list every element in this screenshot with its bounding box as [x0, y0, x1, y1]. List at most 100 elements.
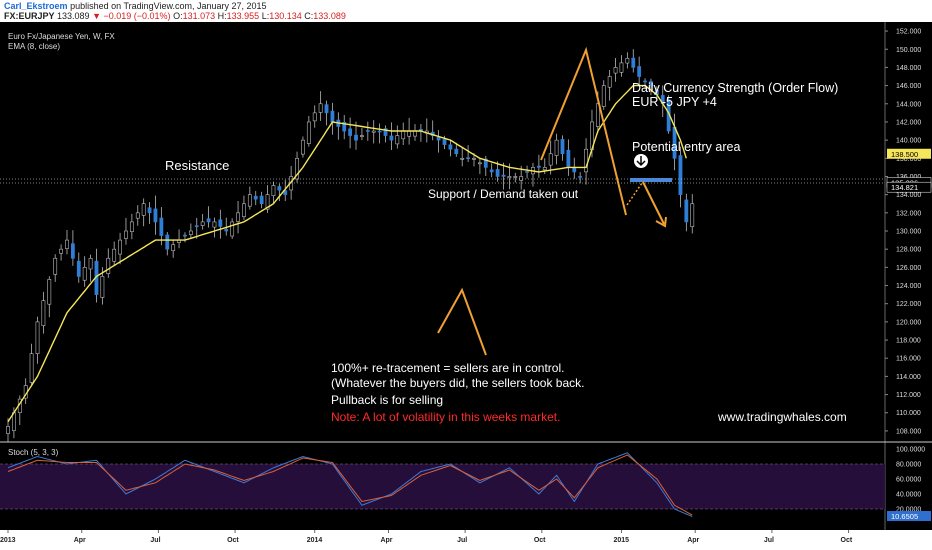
candle-body — [277, 186, 282, 191]
candle-body — [159, 217, 164, 236]
candle-body — [684, 199, 689, 223]
candle-body — [595, 103, 600, 127]
ema-legend: EMA (8, close) — [8, 42, 60, 51]
candle-body — [584, 148, 588, 173]
stoch-tick-label: 100.0000 — [896, 447, 925, 454]
author-link[interactable]: Carl_Ekstroem — [4, 1, 68, 11]
candle-body — [188, 230, 193, 235]
time-tick-label: Oct — [841, 537, 853, 544]
candle-body — [318, 103, 323, 113]
candle-body — [312, 112, 317, 122]
price-tick-label: 110.000 — [896, 410, 921, 417]
candle-body — [649, 81, 653, 86]
candle-body — [183, 234, 187, 237]
projection-dotted — [626, 182, 643, 206]
candle-body — [301, 139, 305, 155]
stoch-tick-label: 40.0000 — [896, 492, 921, 499]
candle-body — [206, 218, 211, 223]
price-label-box — [886, 181, 932, 193]
close-value: 133.089 — [313, 11, 346, 21]
candle-body — [560, 139, 565, 155]
symbol: FX:EURJPY — [4, 11, 55, 21]
candle-body — [330, 110, 335, 123]
candle-body — [542, 167, 547, 171]
candle-body — [88, 257, 93, 270]
candle-body — [230, 221, 235, 237]
candle-body — [472, 158, 476, 160]
projection-arrow — [642, 181, 665, 225]
author-line: Carl_Ekstroem published on TradingView.c… — [4, 1, 267, 11]
low-value: 130.134 — [269, 11, 302, 21]
candle-body — [106, 257, 111, 274]
price-tick-label: 114.000 — [896, 374, 921, 381]
candle-body — [35, 321, 40, 354]
candle-body — [259, 195, 264, 205]
change-value: ▼ −0.019 (−0.01%) — [92, 11, 171, 21]
price-tick-label: 120.000 — [896, 319, 921, 326]
candle-body — [525, 171, 529, 173]
orange-caret — [437, 287, 487, 356]
stoch-value-label: 10.6505 — [891, 512, 918, 521]
price-tick-label: 138.000 — [896, 156, 921, 163]
stoch-line-k — [7, 452, 693, 517]
candle-body — [348, 128, 353, 136]
time-tick-label: 2014 — [307, 537, 323, 544]
candle-body — [483, 158, 488, 168]
note-label: Note: A lot of volatility in this weeks … — [331, 410, 560, 424]
candle-body — [637, 66, 642, 77]
time-tick-label: Apr — [687, 537, 699, 544]
projection-arrowhead — [655, 216, 667, 228]
price-tick-label: 122.000 — [896, 301, 921, 308]
candle-body — [448, 144, 453, 150]
down-arrow-icon-glyph — [636, 156, 646, 167]
stoch-band — [0, 464, 885, 509]
candle-body — [365, 130, 370, 132]
price-tick-label: 116.000 — [896, 356, 921, 363]
candle-body — [513, 176, 518, 178]
stoch-tick-label: 20.0000 — [896, 507, 921, 514]
candle-body — [678, 155, 683, 195]
candle-body — [454, 148, 459, 155]
price-tick-label: 140.000 — [896, 138, 921, 145]
time-tick-label: Apr — [74, 537, 86, 544]
candle-body — [495, 169, 500, 177]
stoch-tick-label: 60.0000 — [896, 477, 921, 484]
candle-body — [129, 221, 134, 232]
candle-body — [436, 136, 441, 141]
price-tick-label: 108.000 — [896, 428, 921, 435]
candle-body — [354, 134, 358, 141]
candle-body — [466, 157, 470, 160]
candle-body — [613, 67, 618, 74]
candle-body — [601, 85, 606, 107]
candle-body — [135, 212, 140, 219]
candle-body — [501, 174, 506, 177]
open-value: 131.073 — [182, 11, 216, 21]
candle-body — [306, 121, 311, 144]
candle-body — [631, 57, 636, 68]
candle-body — [690, 203, 695, 227]
time-tick-label: Oct — [227, 537, 239, 544]
candle-body — [324, 104, 329, 114]
candle-body — [360, 135, 364, 137]
candle-body — [141, 203, 146, 216]
time-tick-label: 2015 — [613, 537, 629, 544]
price-label: 138.500 — [891, 150, 918, 159]
candle-body — [212, 221, 217, 228]
price-tick-label: 152.000 — [896, 29, 921, 36]
candle-body — [389, 135, 394, 141]
retrace-label-2: (Whatever the buyers did, the sellers to… — [331, 376, 584, 390]
candle-body — [554, 139, 559, 156]
candle-body — [47, 279, 52, 305]
candle-body — [442, 139, 447, 145]
quote-line: FX:EURJPY 133.089 ▼ −0.019 (−0.01%) O:13… — [4, 11, 346, 21]
pullback-label: Pullback is for selling — [331, 393, 443, 407]
candle-body — [171, 244, 176, 252]
candle-body — [112, 248, 117, 262]
publish-header: Carl_Ekstroem published on TradingView.c… — [0, 0, 932, 22]
high-value: 133.955 — [226, 11, 260, 21]
strength-label-2: EUR -5 JPY +4 — [632, 95, 717, 109]
candle-body — [53, 257, 58, 275]
last-price: 133.089 — [57, 11, 90, 21]
site-label: www.tradingwhales.com — [717, 410, 847, 424]
price-tick-label: 146.000 — [896, 83, 921, 90]
